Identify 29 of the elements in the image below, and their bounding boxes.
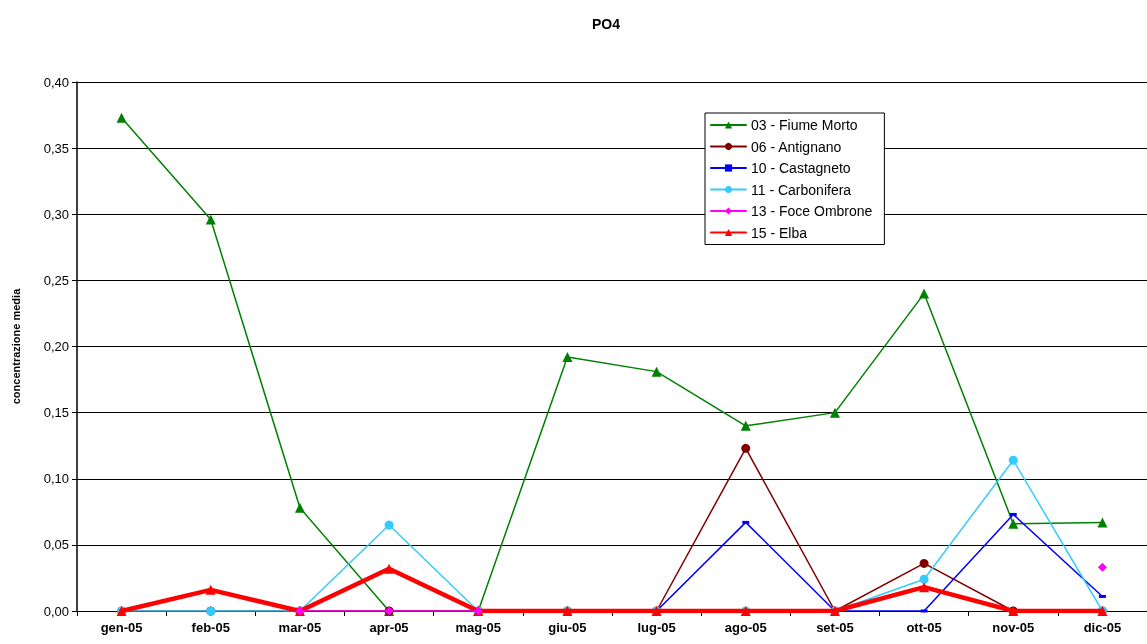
legend-label: 06 - Antignano	[751, 138, 842, 155]
x-tick-label: mar-05	[278, 620, 322, 635]
y-tick-label: 0,40	[43, 74, 69, 90]
y-tick-label: 0,30	[43, 206, 69, 222]
chart-title: PO4	[591, 16, 621, 32]
legend-label: 15 - Elba	[751, 224, 808, 241]
y-tick-label: 0,05	[43, 537, 69, 553]
legend-label: 13 - Foce Ombrone	[751, 203, 873, 219]
y-axis-title: concentrazione media	[9, 287, 22, 405]
y-tick-label: 0,20	[43, 339, 69, 354]
y-tick-label: 0,10	[43, 471, 69, 487]
x-tick-label: lug-05	[637, 620, 676, 635]
legend-label: 03 - Fiume Morto	[751, 117, 858, 133]
legend-label: 10 - Castagneto	[751, 160, 851, 176]
x-tick-label: apr-05	[369, 620, 409, 635]
y-tick-label: 0,15	[43, 405, 69, 421]
x-tick-label: set-05	[816, 620, 854, 635]
y-tick-label: 0,35	[43, 140, 69, 156]
x-tick-label: mag-05	[455, 620, 502, 635]
x-tick-label: ago-05	[724, 620, 767, 635]
y-tick-label: 0,25	[43, 272, 69, 288]
x-tick-label: feb-05	[191, 620, 230, 635]
x-tick-label: giu-05	[548, 620, 587, 635]
legend-label: 11 - Carbonifera	[751, 181, 852, 198]
x-tick-label: ott-05	[906, 620, 942, 635]
x-tick-label: dic-05	[1083, 620, 1122, 635]
x-tick-label: nov-05	[992, 620, 1035, 635]
x-tick-label: gen-05	[100, 620, 143, 635]
y-tick-label: 0,00	[43, 603, 69, 619]
